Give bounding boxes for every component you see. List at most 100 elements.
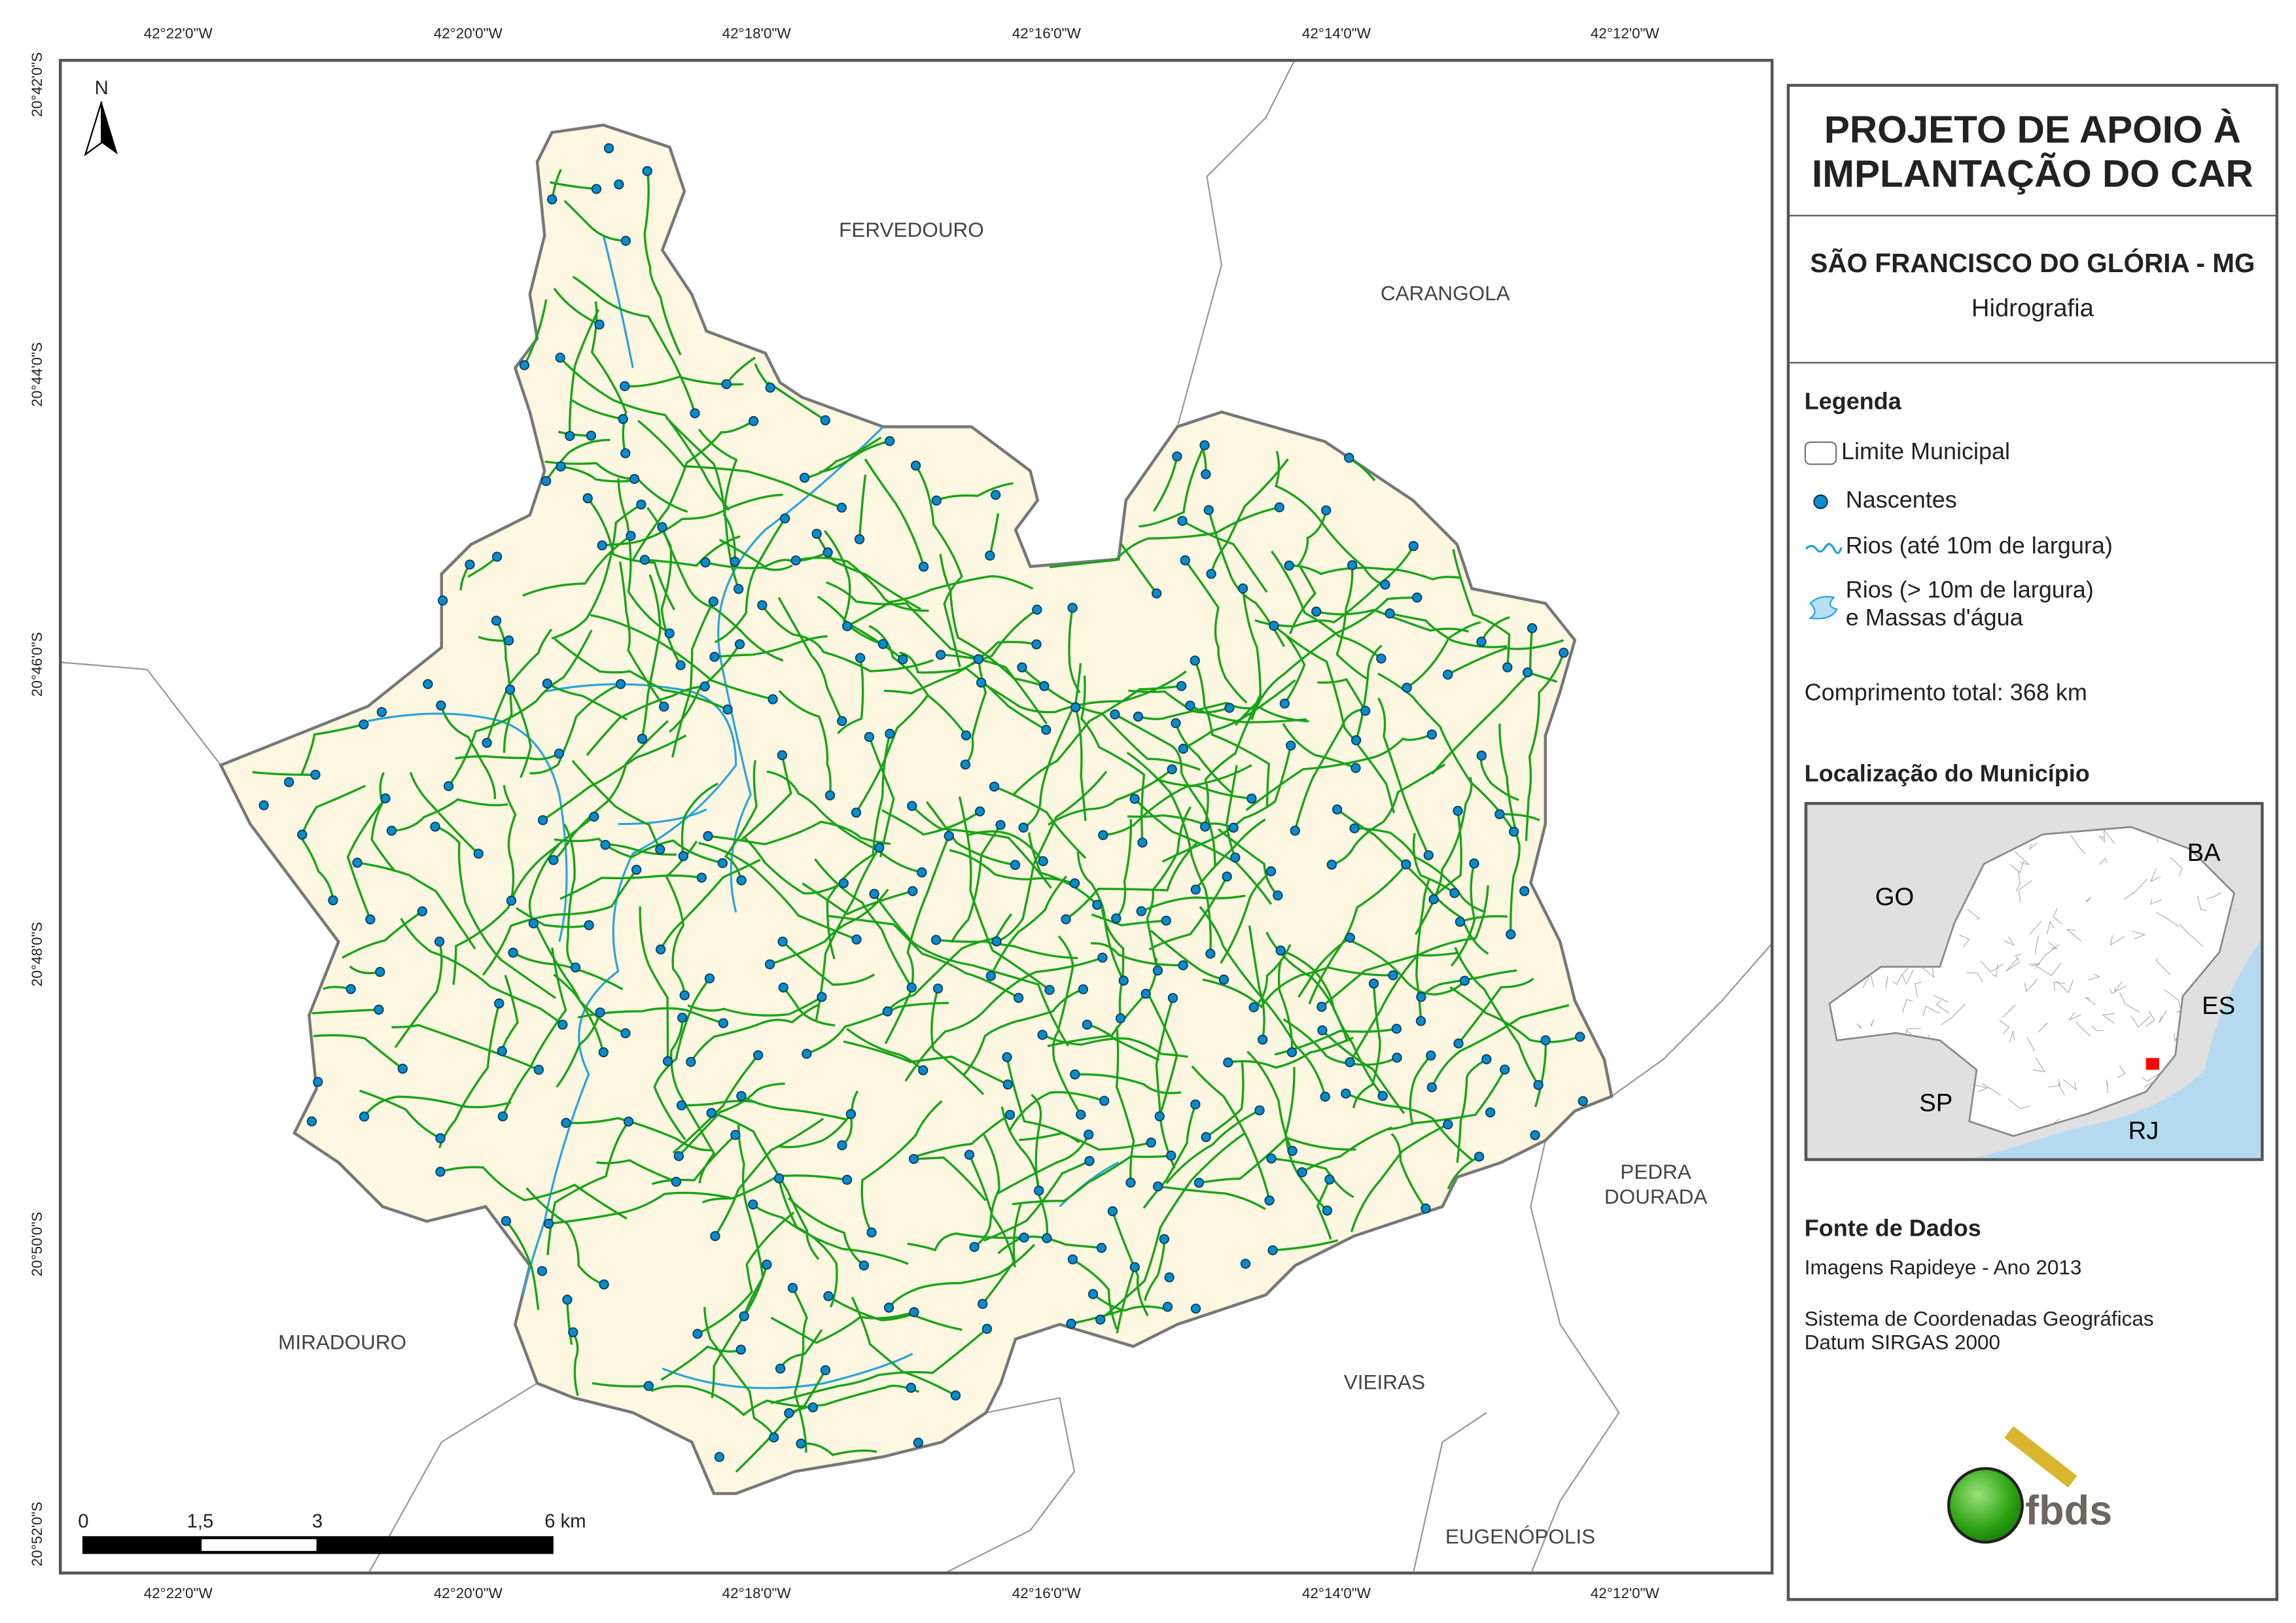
- scale-label: 3: [311, 1509, 323, 1532]
- stream: [883, 640, 1037, 695]
- spring-point: [328, 895, 338, 905]
- stream: [596, 1159, 677, 1183]
- stream: [792, 1287, 808, 1453]
- spring-point: [1421, 1203, 1431, 1214]
- inset-municipality-edge: [1886, 1087, 1900, 1094]
- stream: [482, 869, 638, 976]
- spring-point: [1392, 1053, 1402, 1063]
- inset-municipality-edge: [2197, 896, 2207, 911]
- spring-point: [908, 886, 918, 896]
- stream: [868, 625, 967, 737]
- spring-point: [508, 947, 518, 958]
- place-label: PEDRA: [1620, 1159, 1691, 1183]
- inset-municipality-edge: [2155, 912, 2180, 927]
- stream: [963, 988, 1084, 1075]
- inset-municipality-edge: [1952, 1109, 1960, 1119]
- spring-point: [1004, 1109, 1016, 1120]
- spring-point: [882, 1006, 893, 1017]
- stream: [1274, 451, 1386, 586]
- stream: [1386, 1069, 1506, 1131]
- inset-municipality-edge: [2088, 973, 2100, 981]
- spring-point: [885, 728, 895, 739]
- stream: [1450, 863, 1476, 967]
- legend-label: Rios (até 10m de largura): [1845, 534, 2113, 559]
- inset-municipality-edge: [2002, 1004, 2016, 1019]
- inset-municipality-edge: [1965, 1105, 1969, 1118]
- spring-point: [313, 1077, 323, 1087]
- legend-panel: PROJETO DE APOIO À IMPLANTAÇÃO DO CAR SÃ…: [1786, 84, 2279, 1601]
- stream: [1273, 625, 1396, 814]
- stream: [964, 654, 987, 765]
- spring-point: [1402, 682, 1412, 693]
- spring-point: [359, 1111, 370, 1122]
- stream: [650, 1385, 813, 1417]
- spring-point: [1326, 860, 1337, 870]
- spring-point: [1070, 702, 1081, 712]
- stream: [705, 561, 793, 571]
- stream: [586, 497, 675, 610]
- stream: [440, 705, 497, 799]
- spring-point: [1345, 1057, 1355, 1068]
- stream: [556, 1012, 601, 1088]
- legend-item-water-bodies: Rios (> 10m de largura) e Massas d'água: [1805, 577, 2094, 633]
- stream: [770, 1327, 988, 1405]
- stream: [1193, 660, 1271, 809]
- spring-point: [557, 1019, 568, 1030]
- spring-point: [1129, 794, 1140, 804]
- stream: [802, 882, 913, 916]
- sources-heading: Fonte de Dados: [1804, 1217, 1981, 1242]
- stream: [958, 796, 1051, 991]
- stream: [806, 1002, 949, 1055]
- spring-point: [1324, 1174, 1335, 1185]
- spring-point: [435, 1166, 446, 1177]
- stream: [1234, 588, 1262, 726]
- stream: [1182, 519, 1268, 593]
- spring-point: [1500, 1064, 1510, 1075]
- stream: [1406, 621, 1481, 689]
- stream: [940, 654, 1048, 725]
- spring-point: [1412, 592, 1422, 603]
- stream: [1294, 708, 1364, 831]
- stream: [1068, 607, 1081, 693]
- spring-point: [1286, 741, 1296, 751]
- lon-label: 42°16'0"W: [1012, 1586, 1081, 1603]
- stream: [843, 1040, 1009, 1086]
- stream: [1120, 542, 1157, 595]
- inset-municipality-edge: [1854, 947, 1870, 958]
- inset-municipality-edge: [1908, 915, 1922, 925]
- spring-point: [1391, 1023, 1402, 1034]
- spring-point: [960, 759, 971, 770]
- stream: [571, 399, 624, 421]
- spring-point: [1248, 1002, 1259, 1013]
- stream: [1111, 1210, 1149, 1317]
- spring-point: [1014, 992, 1024, 1003]
- spring-point: [1321, 505, 1332, 515]
- stream: [559, 357, 730, 511]
- spring-point: [1224, 703, 1235, 713]
- neighbor-boundary: [62, 661, 222, 766]
- inset-municipality-edge: [1903, 864, 1906, 877]
- spring-point: [1190, 1303, 1201, 1314]
- spring-point: [1428, 894, 1439, 905]
- spring-point: [1151, 588, 1162, 599]
- stream: [996, 771, 1108, 943]
- spring-point: [765, 959, 775, 969]
- stream: [1253, 944, 1292, 1009]
- legend-item-springs: Nascentes: [1805, 489, 1957, 515]
- inset-municipality-edge: [1854, 1127, 1867, 1136]
- inset-municipality-edge: [1904, 1121, 1916, 1136]
- stream: [711, 1111, 820, 1261]
- river-line-icon: [1805, 543, 1843, 554]
- stream: [1155, 998, 1176, 1169]
- spring-point: [491, 551, 503, 562]
- stream: [1146, 958, 1178, 1117]
- spring-point: [1476, 637, 1487, 647]
- stream: [1207, 510, 1286, 647]
- spring-point: [932, 983, 944, 994]
- spring-point: [1388, 970, 1398, 981]
- spring-point: [696, 872, 707, 883]
- neighbor-boundary: [368, 1382, 538, 1572]
- stream: [1284, 1067, 1328, 1212]
- spring-point: [1254, 1105, 1265, 1115]
- springs: [258, 143, 1588, 1462]
